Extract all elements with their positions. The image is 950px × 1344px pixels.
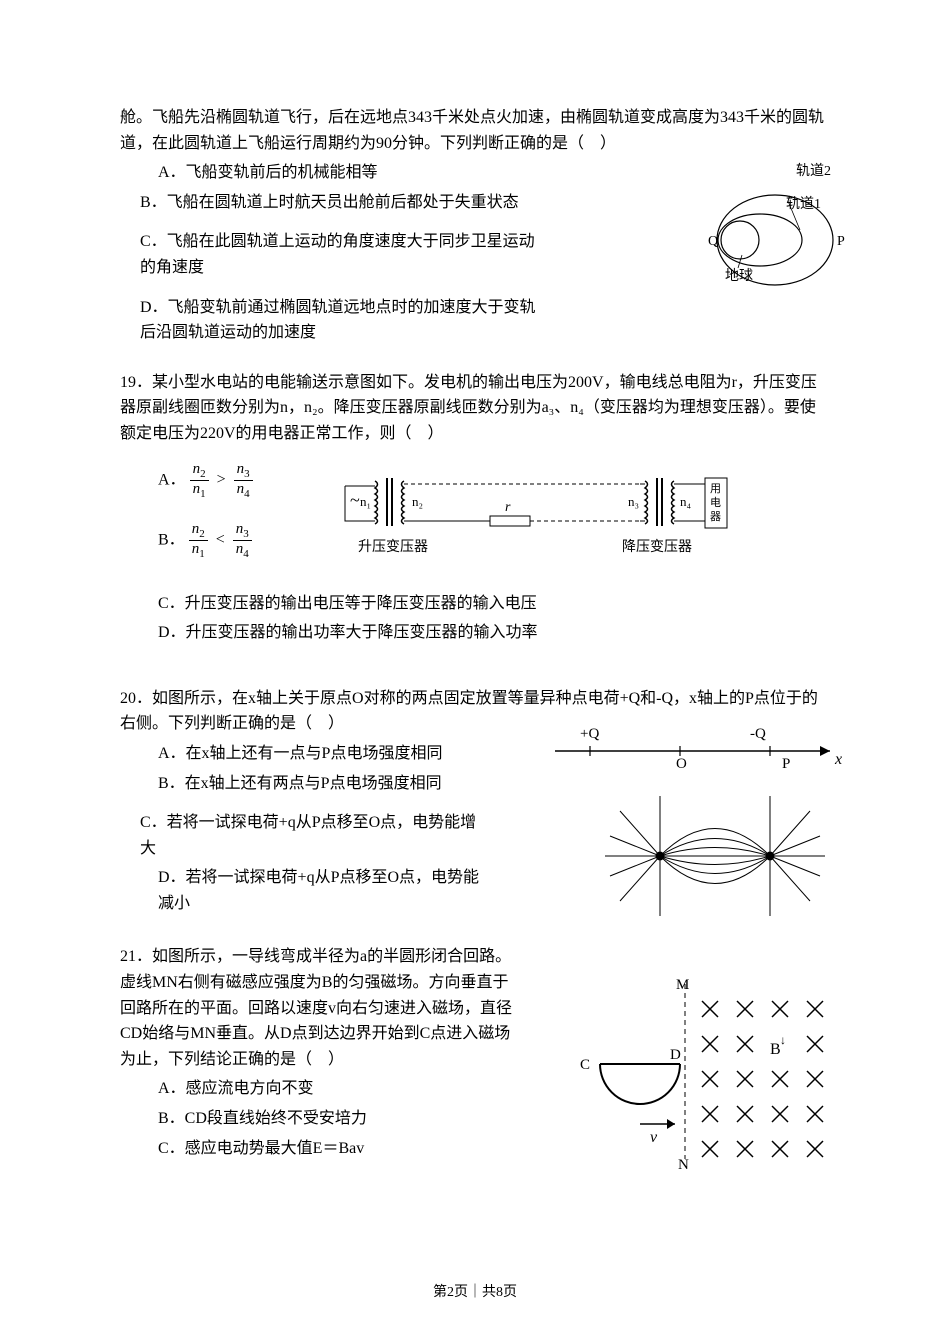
- q18-intro: 舱。飞船先沿椭圆轨道飞行，后在远地点343千米处点火加速，由椭圆轨道变成高度为3…: [120, 105, 830, 156]
- q19-intro: 19．某小型水电站的电能输送示意图如下。发电机的输出电压为200V，输电线总电阻…: [120, 370, 830, 447]
- svg-text:v: v: [650, 1129, 658, 1146]
- q20-num: 20．: [120, 690, 152, 707]
- q19-opt-a: A． n2n1 > n3n4: [158, 461, 253, 500]
- svg-text:O: O: [676, 756, 687, 772]
- svg-text:P: P: [782, 756, 790, 772]
- earth-label: 地球: [725, 268, 753, 284]
- q21-intro: 21．如图所示，一导线弯成半径为a的半圆形闭合回路。虚线MN右侧有磁感应强度为B…: [120, 944, 520, 1072]
- svg-text:r: r: [505, 500, 511, 515]
- q18-block: 舱。飞船先沿椭圆轨道飞行，后在远地点343千米处点火加速，由椭圆轨道变成高度为3…: [120, 105, 830, 346]
- svg-text:电: 电: [710, 496, 721, 509]
- q19-intro-text: 某小型水电站的电能输送示意图如下。发电机的输出电压为200V，输电线总电阻为r，…: [120, 374, 817, 442]
- q18-opt-b: B．飞船在圆轨道上时航天员出舱前后都处于失重状态: [120, 190, 540, 216]
- q18-figure: 轨道2 轨道1 Q P 地球: [700, 160, 860, 309]
- svg-text:升压变压器: 升压变压器: [358, 539, 428, 555]
- q19-opt-c: C．升压变压器的输出电压等于降压变压器的输入电压: [120, 591, 830, 617]
- svg-text:降压变压器: 降压变压器: [622, 539, 692, 555]
- q20-opt-b: B．在x轴上还有两点与P点电场强度相同: [120, 771, 480, 797]
- orbit2-label: 轨道2: [796, 163, 831, 179]
- q19-opt-b: B． n2n1 < n3n4: [158, 521, 252, 560]
- q19-num: 19．: [120, 374, 152, 391]
- q19-b-label: B．: [158, 531, 185, 548]
- q-label: Q: [708, 234, 718, 249]
- svg-text:D: D: [670, 1047, 681, 1063]
- svg-text:器: 器: [710, 510, 721, 523]
- q20-opt-a: A．在x轴上还有一点与P点电场强度相同: [120, 741, 480, 767]
- svg-text:用: 用: [710, 483, 721, 495]
- svg-text:M: M: [676, 977, 689, 993]
- svg-text:↓: ↓: [780, 1033, 786, 1047]
- q19-opt-d: D．升压变压器的输出功率大于降压变压器的输入功率: [120, 620, 830, 646]
- q20-figure-dipole: [600, 791, 830, 930]
- q20-figure-axis: +Q -Q O P x: [550, 716, 850, 785]
- q18-opt-c: C．飞船在此圆轨道上运动的角度速度大于同步卫星运动的角速度: [120, 229, 540, 280]
- lt-sign: <: [212, 531, 229, 548]
- svg-text:n₂: n₂: [412, 494, 423, 509]
- q20-opt-c: C．若将一试探电荷+q从P点移至O点，电势能增大: [120, 810, 480, 861]
- page-footer: 第2页｜共8页: [0, 1282, 950, 1304]
- gt-sign: >: [213, 471, 230, 488]
- svg-text:n₃: n₃: [628, 494, 639, 509]
- p-label: P: [837, 234, 845, 249]
- svg-text:n₄: n₄: [680, 494, 692, 509]
- svg-text:N: N: [678, 1157, 689, 1173]
- q18-opt-d: D．飞船变轨前通过椭圆轨道远地点时的加速度大于变轨后沿圆轨道运动的加速度: [120, 295, 540, 346]
- q20-opt-d: D．若将一试探电荷+q从P点移至O点，电势能减小: [120, 865, 480, 916]
- svg-text:x: x: [834, 751, 842, 768]
- svg-text:C: C: [580, 1057, 590, 1073]
- svg-text:~: ~: [350, 490, 360, 510]
- q19-a-label: A．: [158, 471, 186, 488]
- svg-text:+Q: +Q: [580, 726, 599, 742]
- q21-figure: M N C D v: [570, 974, 850, 1183]
- q21-block: 21．如图所示，一导线弯成半径为a的半圆形闭合回路。虚线MN右侧有磁感应强度为B…: [120, 944, 830, 1161]
- q20-block: 20．如图所示，在x轴上关于原点O对称的两点固定放置等量异种点电荷+Q和-Q，x…: [120, 686, 830, 917]
- q21-intro-text: 如图所示，一导线弯成半径为a的半圆形闭合回路。虚线MN右侧有磁感应强度为B的匀强…: [120, 948, 512, 1067]
- svg-text:-Q: -Q: [750, 726, 766, 742]
- q19-block: 19．某小型水电站的电能输送示意图如下。发电机的输出电压为200V，输电线总电阻…: [120, 370, 830, 646]
- q19-figure: ~ n₁ n₂ r: [340, 456, 770, 575]
- q21-num: 21．: [120, 948, 152, 965]
- svg-text:n₁: n₁: [360, 494, 371, 509]
